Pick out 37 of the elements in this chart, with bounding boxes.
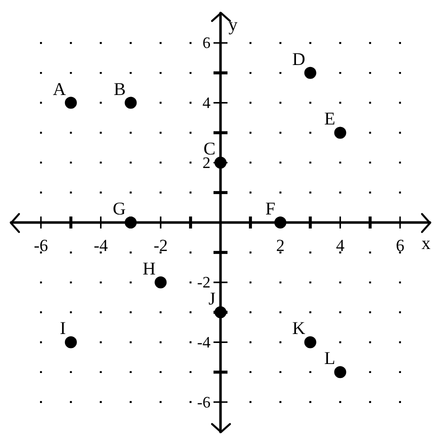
- point: [154, 276, 167, 288]
- x-axis-title: x: [422, 233, 430, 254]
- annotation: L: [324, 348, 336, 368]
- y-tick-label: -6: [197, 394, 210, 412]
- point: [334, 366, 346, 378]
- point: [304, 66, 316, 79]
- y-tick-label: 4: [202, 94, 210, 112]
- annotation: H: [142, 258, 156, 278]
- annotation: J: [208, 288, 216, 308]
- annotation: F: [265, 198, 276, 218]
- annotation: I: [60, 318, 66, 338]
- annotation: A: [52, 78, 66, 99]
- y-tick-label: 2: [202, 154, 210, 172]
- y-tick-label: -4: [197, 334, 210, 352]
- y-tick-label: 6: [202, 35, 210, 52]
- point: [64, 336, 77, 348]
- point: [124, 216, 137, 228]
- annotation: K: [292, 318, 306, 338]
- point: [214, 156, 226, 169]
- point: [64, 96, 77, 109]
- x-tick-label: 4: [336, 236, 345, 255]
- x-tick-label: 2: [276, 236, 285, 255]
- x-tick-label: -2: [154, 236, 168, 255]
- point: [124, 96, 137, 109]
- x-tick-label: 6: [396, 236, 404, 255]
- x-tick-label: -4: [94, 236, 108, 255]
- point: [304, 336, 316, 348]
- point: [274, 216, 286, 228]
- point: [214, 306, 226, 318]
- annotation: E: [324, 108, 336, 129]
- annotation: G: [112, 198, 126, 218]
- x-tick-label: -6: [34, 236, 48, 255]
- y-tick-label: -2: [197, 274, 210, 292]
- y-axis-title: y: [228, 14, 238, 35]
- annotation: D: [292, 48, 306, 69]
- point: [334, 126, 346, 139]
- annotation: B: [114, 78, 126, 99]
